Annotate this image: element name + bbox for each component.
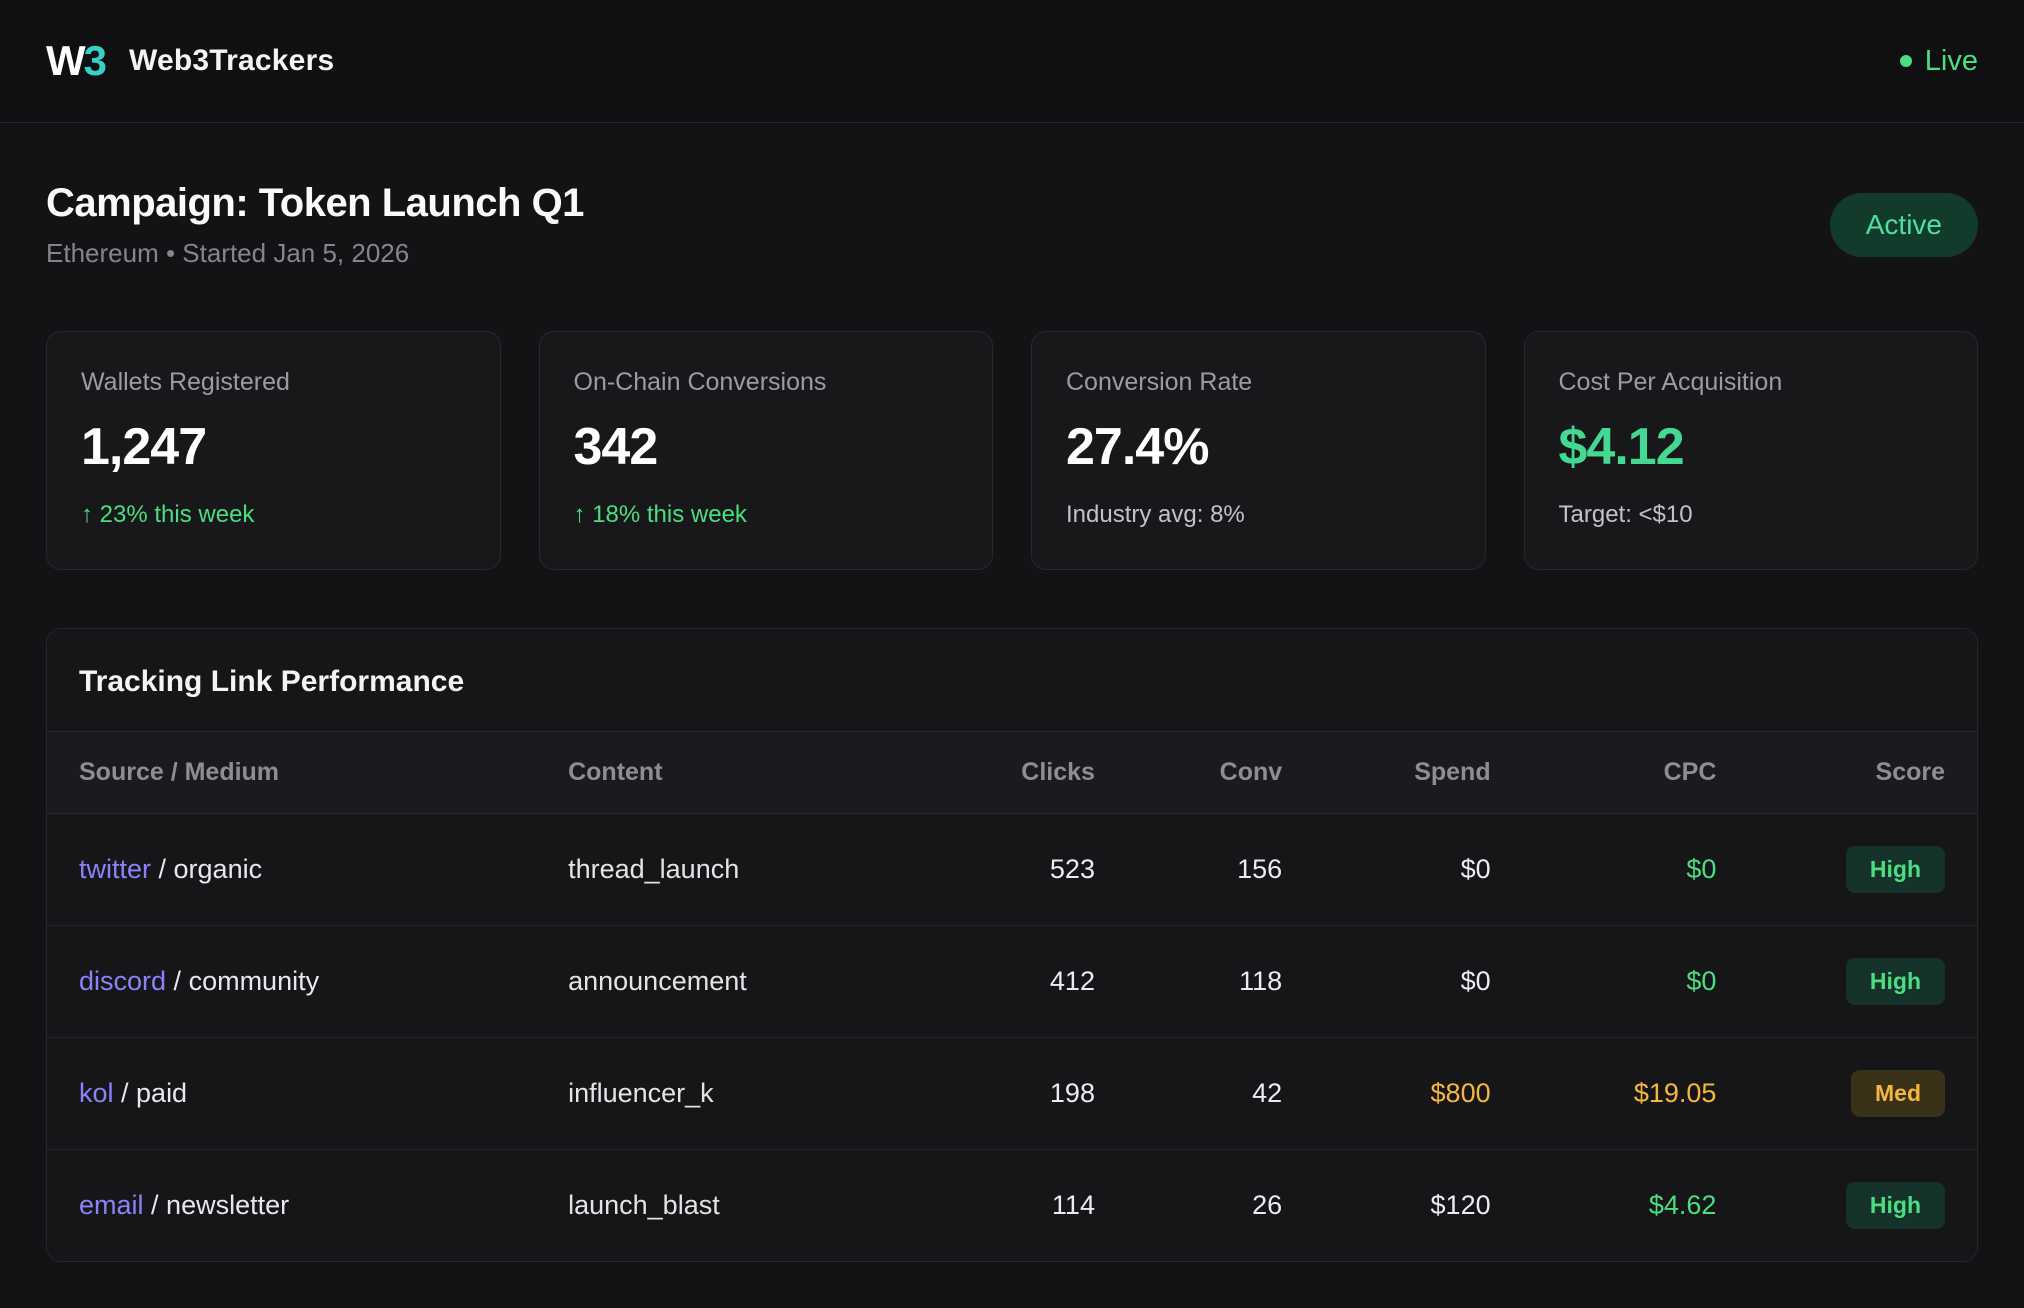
cell-spend: $120 — [1430, 1190, 1491, 1220]
cell-cpc: $0 — [1490, 925, 1717, 1038]
stat-cards: Wallets Registered 1,247 ↑ 23% this week… — [46, 331, 1978, 570]
source-link[interactable]: discord — [79, 966, 167, 996]
cell-source-medium: email / newsletter — [47, 1150, 568, 1262]
cell-content: launch_blast — [568, 1190, 720, 1220]
cell-source-medium: kol / paid — [47, 1037, 569, 1150]
source-link[interactable]: email — [79, 1190, 144, 1220]
table-row: twitter / organic thread_launch 523 156 … — [47, 813, 1977, 926]
score-badge: High — [1845, 1182, 1945, 1229]
stat-label: Cost Per Acquisition — [1558, 368, 1783, 396]
stat-subtext: Industry avg: 8% — [1066, 501, 1245, 528]
source-medium-separator: / — [151, 854, 174, 884]
cell-content: announcement — [568, 925, 897, 1038]
table-row: kol / paid influencer_k 198 42 $800 $19.… — [47, 1037, 1977, 1150]
cell-conv: 42 — [1094, 1037, 1283, 1150]
app-logo: W 3 — [46, 37, 107, 85]
live-label: Live — [1924, 44, 1978, 77]
cell-clicks: 412 — [896, 925, 1095, 1038]
medium-label: newsletter — [166, 1190, 290, 1220]
table-title: Tracking Link Performance — [79, 665, 465, 698]
live-dot-icon — [1899, 55, 1912, 67]
cell-content: thread_launch — [568, 813, 897, 926]
column-header-conv: Conv — [1094, 731, 1283, 814]
stat-card-onchain-conversions: On-Chain Conversions 342 ↑ 18% this week — [538, 331, 993, 570]
cell-conv: 26 — [1252, 1190, 1283, 1220]
source-link[interactable]: kol — [79, 1078, 114, 1108]
tracking-links-table: Source / Medium Content Clicks Conv Spen… — [47, 731, 1977, 1261]
column-header-spend: Spend — [1282, 731, 1491, 814]
medium-label: community — [188, 966, 320, 996]
cell-score: High — [1716, 1150, 1977, 1262]
campaign-header: Campaign: Token Launch Q1 Ethereum • Sta… — [46, 181, 1978, 269]
stat-label: On-Chain Conversions — [573, 368, 827, 396]
column-header-content: Content — [568, 731, 897, 814]
stat-value: 342 — [573, 418, 659, 476]
stat-subtext: ↑ 18% this week — [573, 501, 747, 528]
cell-cpc: $4.62 — [1648, 1190, 1717, 1220]
stat-card-conversion-rate: Conversion Rate 27.4% Industry avg: 8% — [1031, 331, 1486, 570]
source-medium-separator: / — [143, 1190, 167, 1220]
stat-label: Conversion Rate — [1066, 368, 1253, 396]
table-row: email / newsletter launch_blast 114 26 $… — [47, 1150, 1977, 1262]
column-header-source-medium: Source / Medium — [47, 731, 569, 814]
cell-cpc: $19.05 — [1490, 1037, 1717, 1150]
logo-digit-3: 3 — [83, 37, 107, 84]
cell-score: High — [1716, 813, 1977, 926]
stat-card-cost-per-acquisition: Cost Per Acquisition $4.12 Target: <$10 — [1523, 331, 1978, 570]
table-header: Source / Medium Content Clicks Conv Spen… — [47, 731, 1977, 814]
logo-letter-w: W — [46, 37, 86, 84]
medium-label: paid — [136, 1078, 188, 1108]
cell-source-medium: twitter / organic — [47, 813, 569, 926]
source-link[interactable]: twitter — [79, 854, 152, 884]
campaign-title: Campaign: Token Launch Q1 — [46, 181, 584, 225]
cell-score: Med — [1716, 1037, 1977, 1150]
campaign-subtitle: Ethereum • Started Jan 5, 2026 — [46, 238, 410, 268]
stat-value: 1,247 — [81, 418, 207, 476]
cell-clicks: 198 — [896, 1037, 1095, 1150]
stat-subtext: ↑ 23% this week — [81, 501, 255, 528]
live-indicator: Live — [1899, 44, 1978, 78]
cell-source-medium: discord / community — [47, 925, 569, 1038]
cell-spend: $800 — [1282, 1037, 1491, 1150]
cell-conv: 156 — [1094, 813, 1283, 926]
column-header-cpc: CPC — [1490, 731, 1717, 814]
cell-cpc: $0 — [1490, 813, 1717, 926]
score-badge: High — [1845, 846, 1945, 893]
stat-value: 27.4% — [1066, 418, 1209, 476]
top-bar: W 3 Web3Trackers Live — [0, 0, 2024, 123]
score-badge: High — [1845, 958, 1945, 1005]
campaign-heading-block: Campaign: Token Launch Q1 Ethereum • Sta… — [46, 181, 584, 269]
cell-spend: $0 — [1282, 813, 1491, 926]
column-header-clicks: Clicks — [896, 731, 1095, 814]
cell-clicks: 114 — [1051, 1190, 1095, 1220]
source-medium-separator: / — [113, 1078, 137, 1108]
tracking-link-performance-panel: Tracking Link Performance Source / Mediu… — [46, 628, 1978, 1262]
source-medium-separator: / — [166, 966, 189, 996]
cell-clicks: 523 — [896, 813, 1095, 926]
cell-conv: 118 — [1094, 925, 1283, 1038]
campaign-status-badge: Active — [1829, 193, 1978, 257]
medium-label: organic — [173, 854, 263, 884]
stat-subtext: Target: <$10 — [1558, 501, 1693, 528]
stat-card-wallets-registered: Wallets Registered 1,247 ↑ 23% this week — [46, 331, 501, 570]
cell-spend: $0 — [1282, 925, 1491, 1038]
cell-score: High — [1716, 925, 1977, 1038]
cell-content: influencer_k — [568, 1037, 897, 1150]
stat-value: $4.12 — [1558, 418, 1685, 476]
main-content: Campaign: Token Launch Q1 Ethereum • Sta… — [0, 181, 2024, 1308]
score-badge: Med — [1851, 1070, 1945, 1117]
stat-label: Wallets Registered — [81, 368, 290, 396]
app-title: Web3Trackers — [129, 44, 335, 77]
column-header-score: Score — [1716, 731, 1977, 814]
table-row: discord / community announcement 412 118… — [47, 925, 1977, 1038]
